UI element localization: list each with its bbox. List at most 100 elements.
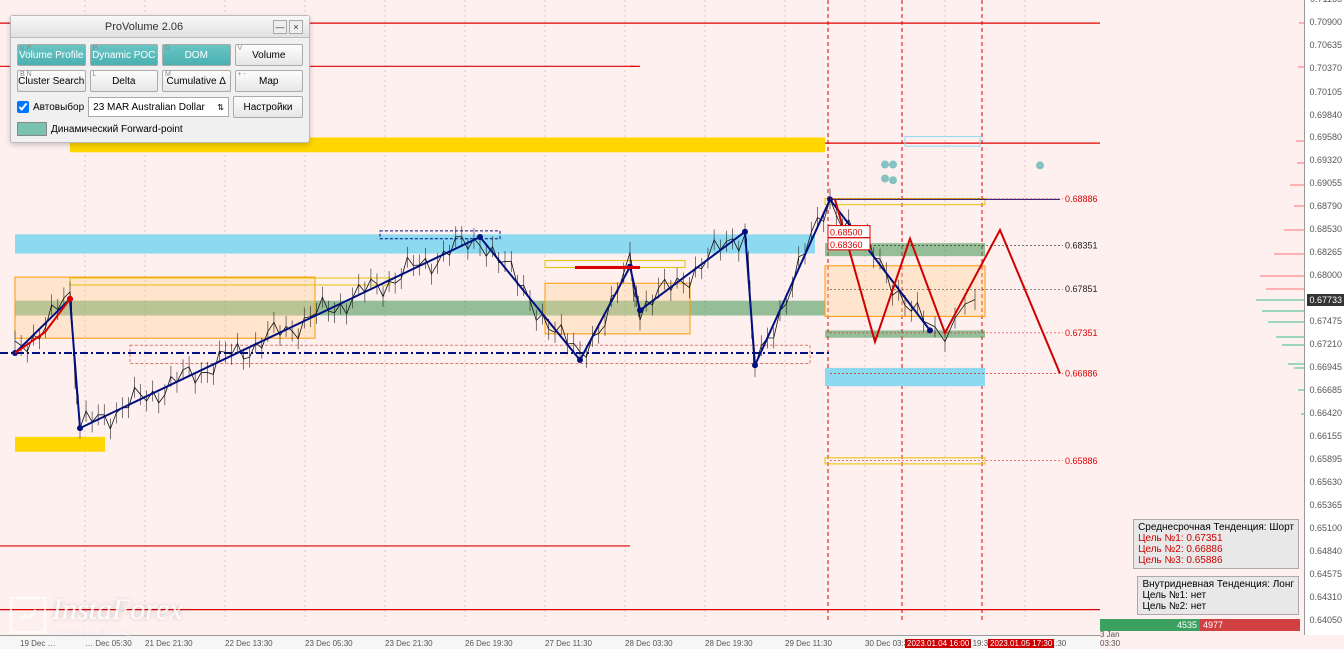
watermark-sub: Instant Forex Trading — [52, 627, 183, 637]
volume-profile-button[interactable]: V PVolume Profile — [17, 44, 86, 66]
price-tick: 0.66155 — [1309, 432, 1342, 441]
price-tick: 0.69320 — [1309, 156, 1342, 165]
time-tick: … Dec 05:30 — [85, 639, 132, 648]
intraday-target-2: Цель №2: нет — [1142, 601, 1294, 612]
price-tick: 0.68000 — [1309, 271, 1342, 280]
bottom-volume-bar: 4535 4977 — [1100, 619, 1300, 631]
time-tick: 23 Dec 21:30 — [385, 639, 433, 648]
price-axis: 0.711650.709000.706350.703700.701050.698… — [1304, 0, 1344, 635]
svg-text:0.67851: 0.67851 — [1065, 284, 1098, 294]
forward-point-swatch[interactable] — [17, 122, 47, 136]
watermark-text: InstaForex — [52, 593, 183, 626]
dom-button[interactable]: D DOM — [162, 44, 231, 66]
time-tick: 28 Dec 19:30 — [705, 639, 753, 648]
midterm-title: Среднесрочная Тенденция: Шорт — [1138, 522, 1294, 533]
tiny-label: B N — [20, 71, 32, 78]
price-tick: 0.68790 — [1309, 202, 1342, 211]
panel-titlebar[interactable]: ProVolume 2.06 — × — [11, 16, 309, 38]
price-tick: 0.65630 — [1309, 478, 1342, 487]
dynamic-poc-button[interactable]: PDynamic POC — [90, 44, 159, 66]
tiny-label: V — [238, 45, 243, 52]
price-current: 0.67733 — [1307, 294, 1344, 306]
watermark-icon — [10, 597, 46, 633]
time-tick: 28 Dec 03:30 — [625, 639, 673, 648]
time-tick: 3 Jan 03:30 — [1100, 630, 1120, 648]
instrument-value: 23 MAR Australian Dollar — [93, 102, 205, 113]
price-tick: 0.66945 — [1309, 363, 1342, 372]
price-tick: 0.69055 — [1309, 179, 1342, 188]
tiny-label: L — [93, 71, 97, 78]
intraday-trend-box: Внутридневная Тенденция: Лонг Цель №1: н… — [1137, 576, 1299, 615]
intraday-title: Внутридневная Тенденция: Лонг — [1142, 579, 1294, 590]
time-tick: 21 Dec 21:30 — [145, 639, 193, 648]
price-tick: 0.64840 — [1309, 547, 1342, 556]
tiny-label: + - — [238, 71, 246, 78]
panel-title: ProVolume 2.06 — [17, 21, 271, 33]
tiny-label: P — [93, 45, 98, 52]
price-tick: 0.66420 — [1309, 409, 1342, 418]
midterm-target-1: Цель №1: 0.67351 — [1138, 533, 1294, 544]
delta-button[interactable]: L Delta — [90, 70, 159, 92]
minimize-icon[interactable]: — — [273, 20, 287, 34]
svg-text:0.65886: 0.65886 — [1065, 456, 1098, 466]
time-tick: 29 Dec 11:30 — [785, 639, 832, 648]
provolume-panel[interactable]: ProVolume 2.06 — × V PVolume ProfilePDyn… — [10, 15, 310, 143]
price-tick: 0.64575 — [1309, 570, 1342, 579]
price-tick: 0.70900 — [1309, 18, 1342, 27]
button-label: Map — [259, 76, 278, 87]
price-tick: 0.68530 — [1309, 225, 1342, 234]
midterm-target-3: Цель №3: 0.65886 — [1138, 555, 1294, 566]
settings-button[interactable]: Настройки — [233, 96, 303, 118]
volume-button[interactable]: V Volume — [235, 44, 304, 66]
price-tick: 0.65100 — [1309, 524, 1342, 533]
button-label: Cumulative Δ — [167, 76, 226, 87]
instrument-select[interactable]: 23 MAR Australian Dollar ⇅ — [88, 97, 229, 117]
svg-text:0.66886: 0.66886 — [1065, 368, 1098, 378]
time-tick-marker: 2023.01.04 16:00 — [905, 639, 971, 648]
midterm-trend-box: Среднесрочная Тенденция: Шорт Цель №1: 0… — [1133, 519, 1299, 569]
watermark: InstaForex Instant Forex Trading — [10, 593, 183, 637]
price-tick: 0.67210 — [1309, 340, 1342, 349]
button-label: Dynamic POC — [92, 50, 155, 61]
time-tick-marker: 2023.01.05 17:30 — [988, 639, 1054, 648]
midterm-target-2: Цель №2: 0.66886 — [1138, 544, 1294, 555]
tiny-label: V P — [20, 45, 31, 52]
button-label: Volume — [252, 50, 285, 61]
cluster-search-button[interactable]: B NCluster Search — [17, 70, 86, 92]
price-tick: 0.70370 — [1309, 64, 1342, 73]
bottom-volume-green: 4535 — [1100, 619, 1200, 631]
time-tick: 27 Dec 11:30 — [545, 639, 592, 648]
bottom-volume-red: 4977 — [1200, 619, 1300, 631]
time-axis: 19 Dec … … Dec 05:30 21 Dec 21:30 22 Dec 13… — [0, 635, 1100, 649]
price-tick: 0.70635 — [1309, 41, 1342, 50]
chevron-updown-icon: ⇅ — [217, 103, 224, 112]
price-tick: 0.65365 — [1309, 501, 1342, 510]
price-tick: 0.69840 — [1309, 111, 1342, 120]
svg-text:0.68351: 0.68351 — [1065, 241, 1098, 251]
price-tick: 0.64310 — [1309, 593, 1342, 602]
price-tick: 0.65895 — [1309, 455, 1342, 464]
price-tick: 0.64050 — [1309, 616, 1342, 625]
price-tick: 0.66685 — [1309, 386, 1342, 395]
time-tick: 26 Dec 19:30 — [465, 639, 513, 648]
intraday-target-1: Цель №1: нет — [1142, 590, 1294, 601]
svg-text:0.67351: 0.67351 — [1065, 328, 1098, 338]
button-label: DOM — [185, 50, 208, 61]
time-tick: 19 Dec … — [20, 639, 56, 648]
price-tick: 0.69580 — [1309, 133, 1342, 142]
tiny-label: D — [165, 45, 170, 52]
svg-text:0.68360: 0.68360 — [830, 240, 863, 250]
button-label: Delta — [112, 76, 135, 87]
svg-text:0.68500: 0.68500 — [830, 228, 863, 238]
auto-select-checkbox[interactable] — [17, 101, 29, 113]
close-icon[interactable]: × — [289, 20, 303, 34]
time-tick: 23 Dec 05:30 — [305, 639, 353, 648]
forward-point-label: Динамический Forward-point — [51, 124, 183, 135]
time-tick: 22 Dec 13:30 — [225, 639, 273, 648]
price-tick: 0.70105 — [1309, 88, 1342, 97]
cumulative--button[interactable]: MCumulative Δ — [162, 70, 231, 92]
map-button[interactable]: + - Map — [235, 70, 304, 92]
auto-select-label: Автовыбор — [33, 102, 84, 113]
price-tick: 0.68265 — [1309, 248, 1342, 257]
svg-text:0.68886: 0.68886 — [1065, 194, 1098, 204]
